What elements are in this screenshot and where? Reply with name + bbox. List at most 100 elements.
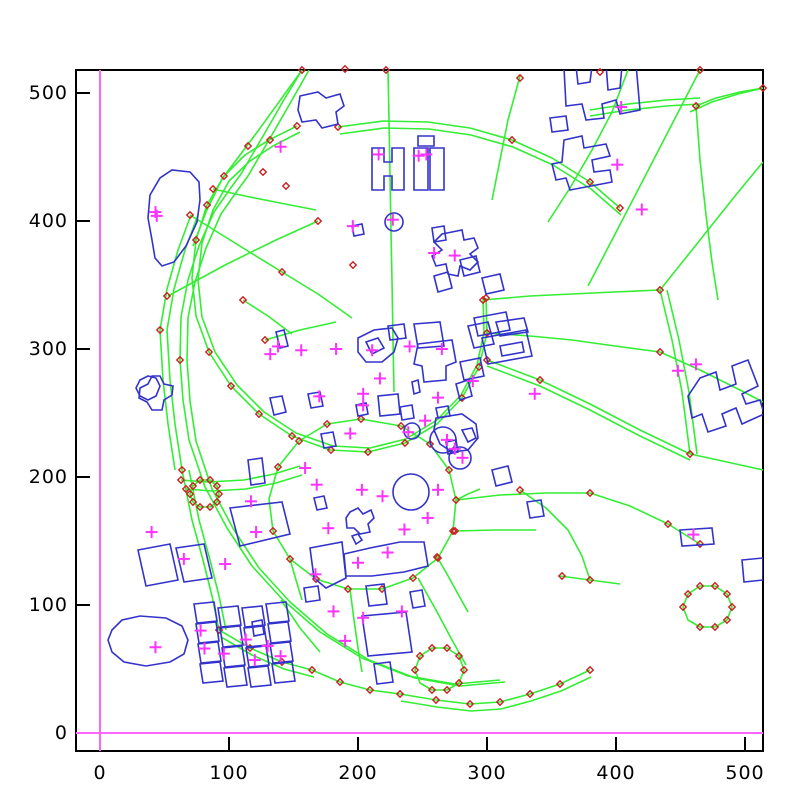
road-node-diamond-icon: [451, 495, 461, 505]
building-polygon: [460, 427, 478, 444]
centroid-plus-icon: [145, 526, 158, 539]
road-node-diamond-icon: [478, 295, 488, 305]
building-polygon: [309, 541, 347, 589]
building-polygon: [473, 311, 511, 337]
building-polygon: [377, 393, 401, 417]
building-polygon: [526, 499, 545, 519]
road-node-diamond-icon: [595, 67, 605, 77]
building-polygon: [357, 327, 399, 363]
y-tick-label-200: 200: [28, 466, 68, 488]
centroid-plus-icon: [635, 203, 648, 216]
centroid-plus-icon: [264, 348, 277, 361]
building-polygon: [399, 404, 415, 421]
building-polygon: [351, 223, 365, 237]
origin-axes: [76, 70, 763, 751]
road-node-diamond-icon: [273, 462, 283, 472]
road-node-diamond-icon: [188, 481, 198, 491]
road-node-diamond-icon: [356, 414, 366, 424]
road-node-diamond-icon: [585, 488, 595, 498]
centroid-plus-icon: [402, 426, 415, 439]
centroid-plus-icon: [373, 372, 386, 385]
road-node-diamond-icon: [287, 431, 297, 441]
centroid-plus-icon: [615, 101, 628, 114]
centroid-plus-icon: [456, 451, 469, 464]
centroid-plus-icon: [250, 526, 263, 539]
building-polygon: [219, 625, 244, 648]
building-polygon: [320, 431, 337, 449]
y-tick-label-300: 300: [28, 338, 68, 360]
building-polygon: [494, 317, 530, 337]
building-polygon: [679, 527, 715, 547]
road-node-diamond-icon: [313, 216, 323, 226]
road-node-diamond-icon: [185, 489, 195, 499]
road-node-diamond-icon: [695, 622, 705, 632]
road-node-diamond-icon: [395, 689, 405, 699]
road-node-diamond-icon: [258, 167, 268, 177]
building-polygon: [431, 225, 447, 243]
road-node-diamond-icon: [482, 328, 492, 338]
road-node-diamond-icon: [465, 699, 475, 709]
centroid-plus-icon: [398, 523, 411, 536]
road-node-diamond-icon: [663, 519, 673, 529]
centroid-plus-icon: [272, 340, 285, 353]
centroid-plus-icon: [310, 478, 323, 491]
building-polygon: [195, 621, 220, 644]
centroid-plus-icon: [386, 213, 399, 226]
road-node-diamond-icon: [195, 475, 205, 485]
centroid-plus-icon: [528, 387, 541, 400]
road-node-diamond-icon: [188, 497, 198, 507]
building-polygon: [251, 619, 265, 637]
road-node-diamond-icon: [454, 678, 464, 688]
road-node-diamond-icon: [710, 581, 720, 591]
building-polygon: [387, 323, 407, 341]
centroid-plus-icon: [217, 647, 230, 660]
road-node-diamond-icon: [685, 449, 695, 459]
centroid-plus-icon: [149, 641, 162, 654]
road-node-diamond-icon: [450, 526, 460, 536]
building-polygon: [135, 375, 161, 401]
centroid-plus-icon: [420, 148, 433, 161]
building-polygon: [491, 465, 513, 487]
centroid-plus-icon: [421, 511, 434, 524]
centroid-plus-icon: [357, 387, 370, 400]
building-polygon: [413, 147, 429, 191]
centroid-plus-icon: [435, 343, 448, 355]
centroid-plus-icon: [395, 605, 408, 618]
building-polygon: [271, 661, 296, 684]
centroid-plus-icon: [419, 414, 432, 427]
building-polygon: [245, 645, 270, 668]
road-node-diamond-icon: [212, 497, 222, 507]
road-node-diamond-icon: [175, 355, 185, 365]
road-node-diamond-icon: [205, 502, 215, 512]
road-node-diamond-icon: [307, 665, 317, 675]
building-polygon: [459, 255, 481, 277]
road-node-diamond-icon: [442, 685, 452, 695]
building-polygon: [147, 169, 201, 267]
road-node-diamond-icon: [585, 665, 595, 675]
building-polygon: [307, 391, 324, 409]
building-polygon: [197, 641, 222, 664]
centroid-plus-icon: [327, 605, 340, 618]
building-polygon: [138, 375, 174, 411]
road-node-diamond-icon: [238, 295, 248, 305]
road-node-diamond-icon: [204, 347, 214, 357]
road-node-diamond-icon: [507, 135, 517, 145]
centroid-plus-icon: [687, 528, 700, 541]
building-polygon: [221, 645, 246, 668]
building-polygon: [199, 661, 224, 684]
road-node-diamond-icon: [710, 622, 720, 632]
building-polygon: [409, 589, 426, 609]
building-polygon: [467, 321, 495, 349]
road-node-diamond-icon: [268, 526, 278, 536]
road-node-diamond-icon: [727, 602, 737, 612]
road-node-diamond-icon: [191, 235, 201, 245]
x-tick-label-400: 400: [596, 762, 636, 784]
building-polygon: [687, 358, 763, 434]
building-polygon: [417, 135, 435, 147]
y-tick-label-0: 0: [54, 722, 68, 744]
building-polygon: [241, 605, 266, 628]
centroid-plus-icon: [403, 340, 416, 353]
building-polygon: [247, 457, 266, 486]
